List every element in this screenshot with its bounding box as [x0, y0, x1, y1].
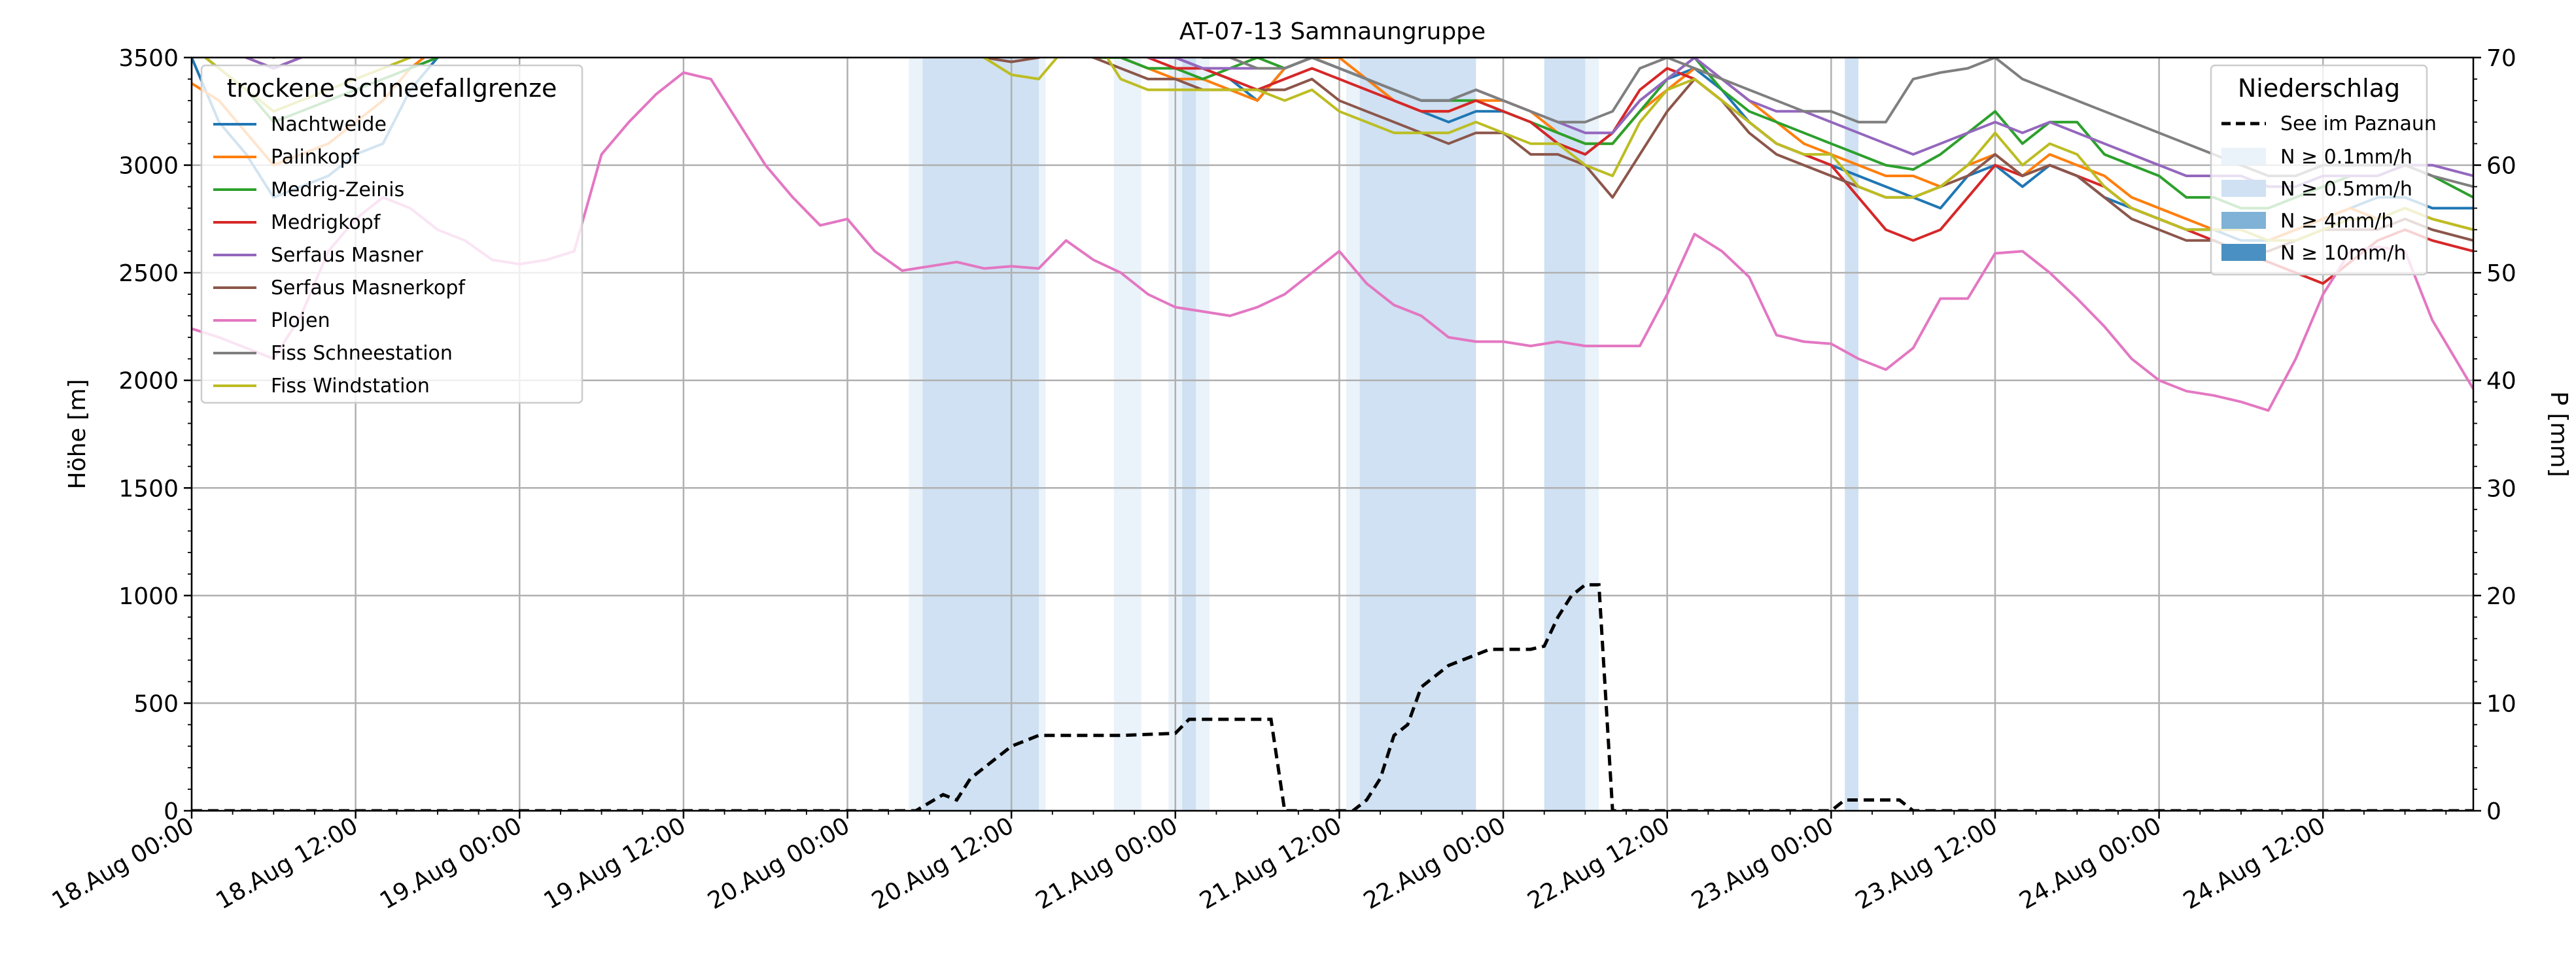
legend-precip-band-label: N ≥ 0.5mm/h [2280, 178, 2412, 201]
precip-band-4 [1182, 58, 1196, 811]
y2-tick-label: 10 [2486, 690, 2516, 717]
series-line-palinkopf [192, 58, 2473, 242]
legend-entry-label: Serfaus Masnerkopf [271, 277, 466, 299]
legend-entry-label: Nachtweide [271, 113, 387, 136]
legend-precip-swatch-3 [2221, 244, 2266, 261]
y-tick-label: 1500 [118, 475, 179, 502]
x-tick-label: 24.Aug 00:00 [2015, 812, 2166, 915]
legend-entry-label: Fiss Schneestation [271, 342, 453, 365]
precip-band-9 [1845, 58, 1859, 811]
series-line-medrigkopf [243, 58, 2473, 285]
x-tick-label: 20.Aug 00:00 [703, 812, 854, 915]
legend-entry-label: Plojen [271, 309, 330, 332]
x-tick-label: 18.Aug 12:00 [211, 812, 362, 915]
precip-band-1 [922, 58, 1039, 811]
x-tick-label: 21.Aug 12:00 [1195, 812, 1346, 915]
y-tick-label: 1000 [118, 583, 179, 610]
legend-entry-label: Serfaus Masner [271, 244, 423, 267]
x-tick-label: 20.Aug 12:00 [867, 812, 1018, 915]
x-tick-label: 23.Aug 00:00 [1687, 812, 1838, 915]
legend-precip-swatch-0 [2221, 148, 2266, 165]
y-tick-label: 2500 [118, 260, 179, 287]
plot-frame [190, 56, 2475, 812]
y-tick-label: 0 [164, 798, 179, 825]
legend-precip-swatch-2 [2221, 212, 2266, 229]
x-tick-label: 22.Aug 12:00 [1523, 812, 1674, 915]
series-line-fiss-schneestation [1199, 58, 2473, 188]
legend-entry-label: Fiss Windstation [271, 375, 430, 398]
x-tick-label: 19.Aug 12:00 [540, 812, 691, 915]
y-axis-label: Höhe [m] [64, 379, 91, 490]
y-tick-label: 500 [133, 690, 179, 717]
x-tick-label: 18.Aug 00:00 [48, 812, 199, 915]
y2-tick-label: 0 [2486, 798, 2501, 825]
precip-band-8 [1544, 58, 1586, 811]
x-tick-label: 21.Aug 00:00 [1032, 812, 1183, 915]
legend-precip-swatch-1 [2221, 180, 2266, 197]
legend-entry-label: Medrig-Zeinis [271, 178, 404, 201]
legend-precip-line-label: See im Paznaun [2280, 112, 2437, 135]
y2-tick-label: 60 [2486, 153, 2516, 180]
y-tick-label: 2000 [118, 368, 179, 395]
precip-band-6 [1359, 58, 1476, 811]
legend-entry-label: Palinkopf [271, 146, 360, 169]
y2-tick-label: 40 [2486, 368, 2516, 395]
x-tick-label: 19.Aug 00:00 [375, 812, 527, 915]
legend-precip-band-label: N ≥ 4mm/h [2280, 210, 2393, 233]
x-tick-label: 23.Aug 12:00 [1851, 812, 2002, 915]
y-tick-label: 3500 [118, 45, 179, 72]
legend-precip-title: Niederschlag [2238, 74, 2400, 103]
legend-stations-title: trockene Schneefallgrenze [227, 74, 557, 103]
y-tick-label: 3000 [118, 153, 179, 180]
y2-axis-label: P [mm] [2545, 391, 2572, 477]
y2-tick-label: 50 [2486, 260, 2516, 287]
x-tick-label: 24.Aug 12:00 [2179, 812, 2330, 915]
legend-entry-label: Medrigkopf [271, 211, 381, 234]
legend-precipitation: Niederschlag See im Paznaun N ≥ 0.1mm/h N… [2210, 64, 2437, 276]
y2-tick-label: 70 [2486, 45, 2516, 72]
y2-tick-label: 20 [2486, 583, 2516, 610]
precip-cumulative-line [192, 583, 2473, 811]
precip-band-2 [1113, 58, 1141, 811]
x-tick-label: 22.Aug 00:00 [1359, 812, 1510, 915]
series-line-serfaus-masnerkopf [270, 58, 2473, 253]
legend-precip-band-label: N ≥ 0.1mm/h [2280, 146, 2412, 169]
y2-tick-label: 30 [2486, 475, 2516, 502]
chart-title: AT-07-13 Samnaungruppe [1179, 18, 1486, 45]
legend-stations: trockene Schneefallgrenze Nachtweide Pali… [200, 64, 583, 404]
series-line-fiss-windstation [203, 58, 2473, 242]
legend-precip-band-label: N ≥ 10mm/h [2280, 242, 2406, 265]
